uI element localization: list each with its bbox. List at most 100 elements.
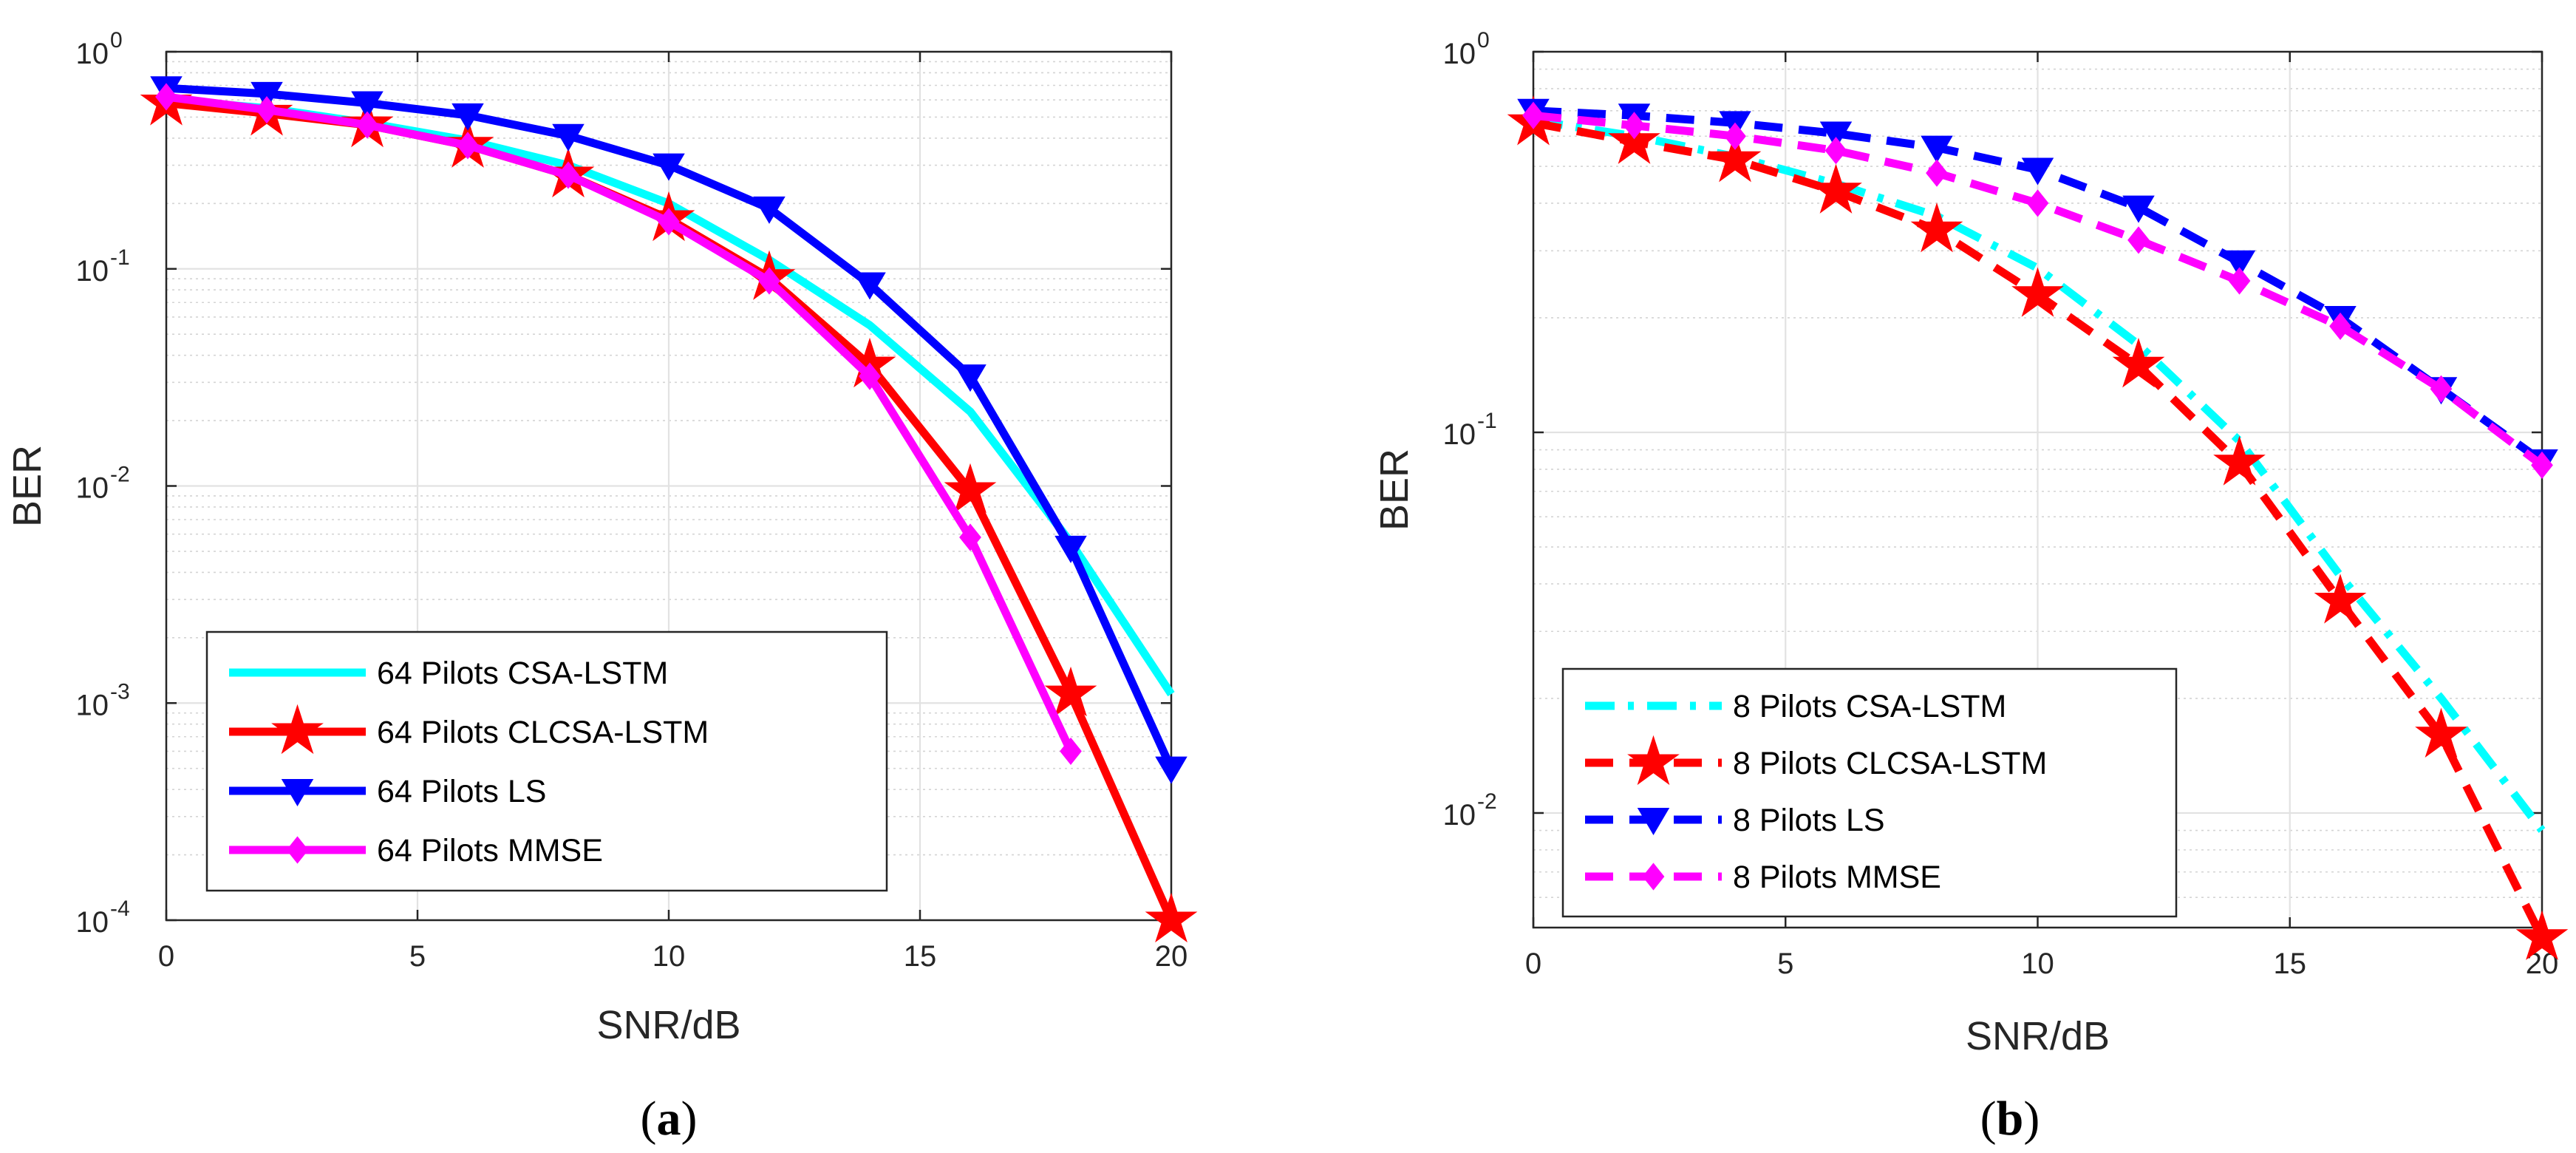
y-tick-label-exponent: -1 bbox=[1477, 409, 1497, 433]
x-tick-label: 10 bbox=[652, 940, 686, 973]
legend-item: 64 Pilots LS bbox=[229, 774, 546, 809]
x-tick-label: 0 bbox=[1525, 948, 1541, 980]
x-tick-label: 0 bbox=[158, 940, 174, 973]
panel-label-open-paren: ( bbox=[641, 1092, 657, 1146]
data-point-marker bbox=[256, 96, 278, 124]
data-point-marker bbox=[1810, 163, 1862, 214]
x-tick-label: 15 bbox=[904, 940, 937, 973]
legend-label: 8 Pilots MMSE bbox=[1733, 860, 1941, 895]
y-tick-label-base: 10 bbox=[76, 689, 109, 721]
data-point-marker bbox=[457, 132, 479, 160]
y-tick-label-base: 10 bbox=[1443, 799, 1476, 831]
y-tick-label-base: 10 bbox=[76, 38, 109, 70]
y-tick-label: 10 -2 bbox=[1443, 789, 1497, 831]
y-tick-label: 10 -4 bbox=[76, 897, 130, 939]
x-axis-label: SNR/dB bbox=[596, 1003, 740, 1047]
y-tick-label-base: 10 bbox=[76, 906, 109, 939]
y-axis-label: BER bbox=[1372, 449, 1417, 531]
legend-item: 8 Pilots CLCSA-LSTM bbox=[1585, 735, 2047, 786]
y-tick-label-base: 10 bbox=[76, 472, 109, 505]
legend-item: 8 Pilots CSA-LSTM bbox=[1585, 689, 2006, 724]
legend-item: 8 Pilots MMSE bbox=[1585, 860, 1941, 895]
legend: 64 Pilots CSA-LSTM 64 Pilots CLCSA-LSTM 64… bbox=[205, 630, 888, 892]
data-point-marker bbox=[2223, 250, 2256, 278]
data-point-marker bbox=[356, 111, 378, 139]
y-tick-label: 10 0 bbox=[1443, 28, 1490, 70]
data-point-marker bbox=[1608, 114, 1660, 164]
data-point-marker bbox=[1522, 101, 1544, 129]
legend: 8 Pilots CSA-LSTM 8 Pilots CLCSA-LSTM 8 Pi… bbox=[1561, 667, 2178, 918]
legend-swatch-marker bbox=[271, 704, 324, 755]
x-axis-label: SNR/dB bbox=[1966, 1014, 2110, 1058]
y-tick-label-exponent: -3 bbox=[110, 679, 130, 704]
legend-swatch-marker bbox=[1642, 863, 1665, 891]
x-tick-label: 5 bbox=[1777, 948, 1793, 980]
legend-label: 64 Pilots CLCSA-LSTM bbox=[377, 715, 709, 750]
legend-item: 8 Pilots LS bbox=[1585, 803, 1885, 838]
series-4 bbox=[1522, 101, 2553, 479]
data-point-marker bbox=[2021, 157, 2054, 186]
y-tick-label: 10 -3 bbox=[76, 679, 130, 721]
panel-label: (b) bbox=[1980, 1092, 2040, 1146]
y-tick-label: 10 -1 bbox=[1443, 409, 1497, 451]
x-tick-label: 15 bbox=[2274, 948, 2307, 980]
y-axis-label: BER bbox=[5, 445, 50, 527]
data-point-marker bbox=[1819, 121, 1853, 149]
data-point-marker bbox=[1926, 159, 1948, 187]
y-tick-label: 10 -1 bbox=[76, 245, 130, 288]
data-point-marker bbox=[251, 81, 283, 109]
y-tick-label-base: 10 bbox=[1443, 418, 1476, 451]
legend-label: 64 Pilots LS bbox=[377, 774, 546, 809]
data-point-marker bbox=[859, 362, 881, 390]
data-point-marker bbox=[552, 123, 585, 152]
legend-item: 64 Pilots CLCSA-LSTM bbox=[229, 704, 709, 755]
data-point-marker bbox=[652, 153, 685, 181]
x-tick-label: 10 bbox=[2021, 948, 2054, 980]
legend-label: 64 Pilots MMSE bbox=[377, 833, 603, 868]
panel-label-letter: b bbox=[1997, 1092, 2024, 1146]
data-point-marker bbox=[658, 208, 680, 236]
data-point-marker bbox=[954, 364, 987, 392]
data-point-marker bbox=[1910, 203, 1963, 253]
y-tick-label-exponent: 0 bbox=[1477, 28, 1490, 52]
data-point-marker bbox=[1054, 535, 1087, 563]
y-tick-label-base: 10 bbox=[76, 255, 109, 288]
legend-label: 8 Pilots CSA-LSTM bbox=[1733, 689, 2006, 724]
y-tick-label-exponent: -4 bbox=[110, 897, 130, 921]
data-point-marker bbox=[2329, 312, 2351, 341]
data-point-marker bbox=[2112, 338, 2165, 388]
y-tick-label: 10 -2 bbox=[76, 463, 130, 505]
data-point-marker bbox=[2228, 267, 2251, 295]
data-point-marker bbox=[2026, 189, 2049, 217]
data-point-marker bbox=[959, 523, 981, 551]
panel-label-letter: a bbox=[657, 1092, 681, 1146]
data-point-marker bbox=[1824, 137, 1847, 165]
legend-box bbox=[1561, 667, 2178, 918]
data-point-marker bbox=[1060, 737, 1082, 766]
x-tick-label: 5 bbox=[409, 940, 426, 973]
panel-label-close-paren: ) bbox=[681, 1092, 698, 1146]
data-point-marker bbox=[351, 91, 384, 119]
legend-label: 8 Pilots CLCSA-LSTM bbox=[1733, 746, 2047, 781]
legend-swatch-marker bbox=[1637, 808, 1670, 835]
y-tick-label-exponent: 0 bbox=[110, 28, 123, 52]
data-point-marker bbox=[1623, 112, 1646, 140]
data-point-marker bbox=[1155, 756, 1188, 784]
legend-label: 8 Pilots LS bbox=[1733, 803, 1885, 838]
data-point-marker bbox=[944, 463, 997, 514]
series-group bbox=[1507, 95, 2569, 960]
data-point-marker bbox=[2314, 574, 2367, 624]
y-tick-label-exponent: -2 bbox=[110, 463, 130, 487]
data-point-marker bbox=[2430, 375, 2453, 403]
y-tick-label-exponent: -1 bbox=[110, 245, 130, 270]
series-line bbox=[166, 92, 1074, 753]
data-point-marker bbox=[2213, 435, 2266, 486]
data-point-marker bbox=[1921, 135, 1953, 163]
series-1 bbox=[1533, 116, 2546, 833]
legend-swatch-marker bbox=[1627, 735, 1680, 786]
legend-item: 64 Pilots CSA-LSTM bbox=[229, 656, 668, 691]
data-point-marker bbox=[2515, 910, 2569, 960]
legend-item: 64 Pilots MMSE bbox=[229, 833, 603, 868]
